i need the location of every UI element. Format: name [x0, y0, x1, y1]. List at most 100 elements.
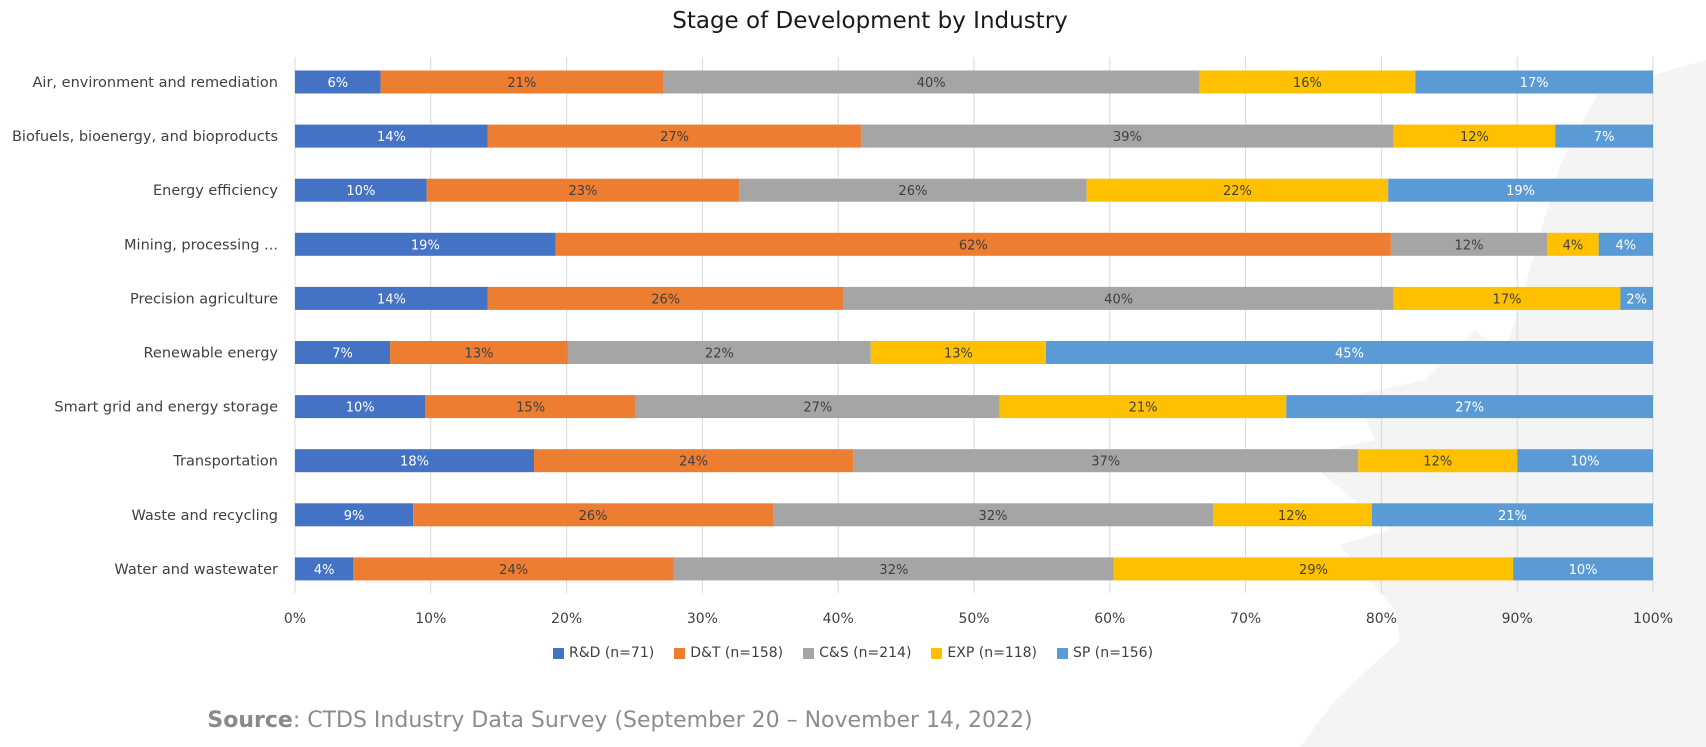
- category-label: Renewable energy: [144, 346, 279, 362]
- category-label: Water and wastewater: [114, 562, 278, 578]
- data-label: 21%: [1129, 401, 1158, 416]
- data-label: 14%: [377, 292, 406, 307]
- bar-segment: [1045, 341, 1653, 364]
- bar-segment: [1113, 557, 1514, 581]
- bar-segment: [1393, 286, 1621, 310]
- bar-segment: [999, 395, 1287, 419]
- bar-segment: [739, 178, 1087, 202]
- data-label: 12%: [1423, 455, 1452, 470]
- bar-segment: [1598, 232, 1653, 256]
- bar-segment: [555, 232, 1391, 256]
- data-label: 22%: [705, 347, 734, 362]
- category-label: Mining, processing ...: [124, 237, 278, 253]
- x-tick-label: 0%: [284, 611, 306, 627]
- data-label: 12%: [1278, 509, 1307, 524]
- data-label: 12%: [1455, 238, 1484, 253]
- bar-segment: [663, 70, 1200, 94]
- bar-segment: [1415, 70, 1653, 94]
- legend-label: C&S (n=214): [819, 645, 912, 661]
- bar-segment: [295, 449, 535, 473]
- bar-segment: [295, 395, 426, 419]
- bar-segment: [861, 124, 1394, 148]
- category-label: Precision agriculture: [130, 291, 278, 307]
- source-note: Source: CTDS Industry Data Survey (Septe…: [0, 708, 1240, 733]
- legend-label: D&T (n=158): [690, 645, 784, 661]
- chart-title: Stage of Development by Industry: [672, 8, 1068, 34]
- x-tick-label: 90%: [1502, 611, 1533, 627]
- data-label: 62%: [959, 238, 988, 253]
- data-label: 45%: [1335, 347, 1364, 362]
- data-label: 15%: [516, 401, 545, 416]
- bar-segment: [853, 449, 1359, 473]
- category-label: Air, environment and remediation: [33, 75, 278, 91]
- data-label: 26%: [898, 184, 927, 199]
- data-label: 24%: [499, 563, 528, 578]
- bar-segment: [870, 341, 1046, 364]
- bar-segment: [426, 178, 740, 202]
- bar-segment: [1286, 395, 1653, 419]
- legend-label: SP (n=156): [1073, 645, 1154, 661]
- legend-item: D&T (n=158): [674, 645, 783, 661]
- category-label: Waste and recycling: [132, 508, 279, 524]
- bar-segment: [567, 341, 871, 364]
- data-label: 17%: [1520, 76, 1549, 91]
- data-label: 29%: [1299, 563, 1328, 578]
- x-tick-label: 10%: [415, 611, 446, 627]
- bar-segment: [1371, 503, 1653, 527]
- bar-segment: [1513, 557, 1653, 581]
- data-label: 21%: [1498, 509, 1527, 524]
- category-label: Energy efficiency: [153, 183, 278, 199]
- legend-item: R&D (n=71): [552, 645, 655, 661]
- legend-item: EXP (n=118): [931, 645, 1037, 661]
- data-label: 19%: [411, 238, 440, 253]
- legend-label: EXP (n=118): [947, 645, 1037, 661]
- bar-segment: [487, 286, 844, 310]
- bar-segment: [1620, 286, 1653, 310]
- bar-segment: [295, 70, 381, 94]
- bar-segment: [295, 232, 556, 256]
- legend-label: R&D (n=71): [568, 645, 655, 661]
- x-tick-label: 100%: [1633, 611, 1673, 627]
- legend-swatch: [1057, 647, 1068, 659]
- bar-segment: [353, 557, 674, 581]
- data-label: 4%: [1616, 238, 1637, 253]
- data-label: 26%: [651, 292, 680, 307]
- data-label: 13%: [465, 347, 494, 362]
- bar-segment: [295, 286, 488, 310]
- data-label: 4%: [314, 563, 335, 578]
- data-label: 23%: [568, 184, 597, 199]
- data-label: 4%: [1563, 238, 1584, 253]
- data-label: 40%: [1104, 292, 1133, 307]
- data-label: 10%: [346, 401, 375, 416]
- data-label: 37%: [1091, 455, 1120, 470]
- bar-segment: [773, 503, 1214, 527]
- bar-segment: [380, 70, 664, 94]
- data-label: 32%: [879, 563, 908, 578]
- x-tick-label: 80%: [1366, 611, 1397, 627]
- bar-segment: [1555, 124, 1653, 148]
- x-tick-label: 40%: [823, 611, 854, 627]
- data-label: 10%: [346, 184, 375, 199]
- data-label: 12%: [1460, 130, 1489, 145]
- bar-segment: [1213, 503, 1372, 527]
- bar-segment: [1358, 449, 1518, 473]
- legend-item: C&S (n=214): [803, 645, 911, 661]
- bar-segment: [413, 503, 774, 527]
- category-label: Biofuels, bioenergy, and bioproducts: [12, 129, 278, 145]
- data-label: 10%: [1569, 563, 1598, 578]
- data-label: 6%: [327, 76, 348, 91]
- bar-segment: [1393, 124, 1556, 148]
- bar-segment: [295, 178, 427, 202]
- data-label: 19%: [1506, 184, 1535, 199]
- bar-segment: [1547, 232, 1599, 256]
- category-label: Transportation: [172, 454, 278, 470]
- bar-segment: [295, 341, 391, 364]
- bar-segment: [1390, 232, 1548, 256]
- bar-segment: [635, 395, 1000, 419]
- chart-legend: R&D (n=71) D&T (n=158) C&S (n=214) EXP (n=1…: [0, 645, 1706, 661]
- legend-swatch: [803, 647, 815, 659]
- legend-swatch: [674, 647, 686, 659]
- data-label: 13%: [944, 347, 973, 362]
- data-label: 14%: [377, 130, 406, 145]
